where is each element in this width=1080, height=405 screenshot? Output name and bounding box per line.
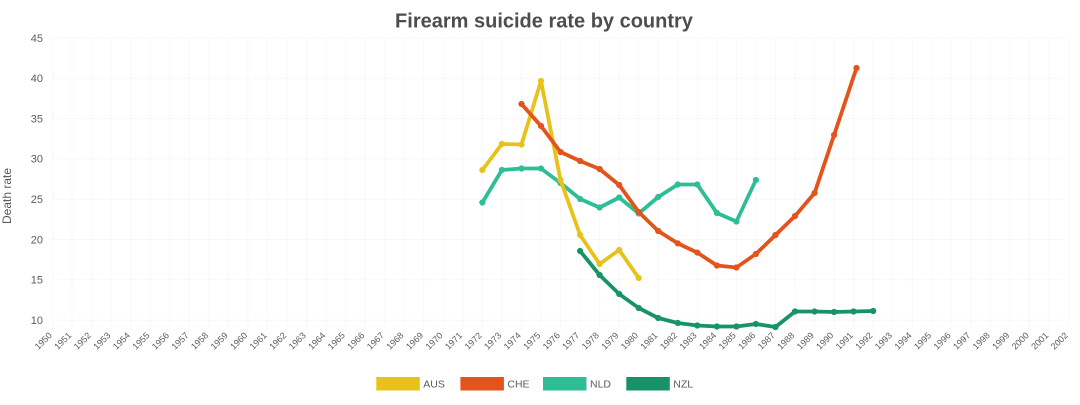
svg-text:NLD: NLD xyxy=(590,379,611,391)
svg-text:45: 45 xyxy=(31,33,43,45)
svg-text:40: 40 xyxy=(31,73,43,85)
svg-text:35: 35 xyxy=(31,113,43,125)
svg-text:20: 20 xyxy=(31,234,43,246)
svg-text:NZL: NZL xyxy=(673,379,693,391)
svg-text:Firearm suicide rate by countr: Firearm suicide rate by country xyxy=(395,11,694,33)
svg-text:25: 25 xyxy=(31,194,43,206)
svg-text:AUS: AUS xyxy=(423,379,445,391)
svg-text:15: 15 xyxy=(31,275,43,287)
svg-text:CHE: CHE xyxy=(507,379,529,391)
svg-text:10: 10 xyxy=(31,315,43,327)
svg-text:30: 30 xyxy=(31,154,43,166)
svg-text:Death rate: Death rate xyxy=(0,168,14,224)
